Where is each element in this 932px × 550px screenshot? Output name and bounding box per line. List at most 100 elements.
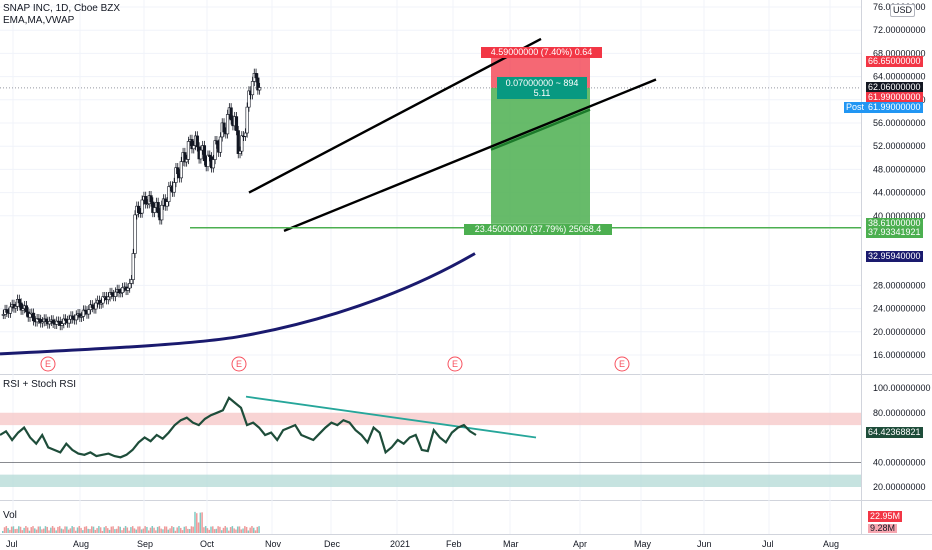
- volume-bar: [194, 511, 196, 533]
- volume-bar: [105, 526, 107, 533]
- candle: [199, 149, 203, 160]
- volume-bar: [242, 528, 244, 533]
- time-tick-label: Feb: [446, 539, 462, 549]
- candle: [136, 205, 141, 213]
- candle: [94, 302, 98, 310]
- volume-bar: [121, 530, 123, 533]
- volume-bar: [124, 526, 127, 533]
- volume-bar: [231, 526, 234, 533]
- currency-button[interactable]: USD: [890, 4, 916, 17]
- candle: [190, 139, 194, 150]
- ma-line: [0, 252, 476, 356]
- volume-bar: [217, 526, 219, 533]
- candle: [8, 306, 13, 314]
- price-marker: 61.99000000: [866, 101, 923, 113]
- candle: [195, 135, 199, 148]
- time-tick-label: May: [634, 539, 652, 549]
- candle: [67, 318, 71, 324]
- time-tick-label: Mar: [503, 539, 519, 549]
- candle: [160, 204, 164, 221]
- volume-bar: [185, 526, 187, 533]
- rsi-bands: [0, 412, 861, 487]
- volume-bar: [115, 528, 118, 533]
- rsi-overbought-band: [0, 412, 861, 426]
- volume-bar: [7, 528, 9, 533]
- candle: [176, 167, 180, 175]
- candle: [110, 292, 114, 295]
- position-reward-label[interactable]: 23.45000000 (37.79%) 25068.4: [464, 224, 612, 235]
- candle: [80, 316, 84, 318]
- volume-bar: [226, 527, 228, 533]
- rsi-path: [0, 396, 477, 459]
- volume-bar: [73, 527, 75, 533]
- price-marker: 37.93341921: [866, 226, 923, 238]
- earnings-marker-label: E: [236, 359, 242, 369]
- candle: [256, 77, 260, 91]
- volume-bar: [149, 527, 152, 533]
- drawn-trendlines[interactable]: [190, 37, 861, 439]
- volume-bar: [10, 526, 13, 533]
- price-tick-label: 64.00000000: [873, 72, 926, 82]
- position-entry-label[interactable]: 0.07000000 ~ 894 5.11: [497, 77, 587, 99]
- volume-bar: [206, 528, 209, 533]
- volume-bar: [201, 512, 203, 533]
- candle: [31, 312, 36, 322]
- price-marker: 38.61000000: [866, 218, 923, 230]
- volume-bar: [128, 530, 130, 533]
- volume-bar: [130, 527, 132, 533]
- rsi-legend[interactable]: RSI + Stoch RSI: [3, 379, 77, 390]
- earnings-marker-label: E: [452, 359, 458, 369]
- volume-bar: [37, 526, 40, 533]
- time-tick-label: Aug: [73, 539, 89, 549]
- volume-marker-red: 22.95M: [868, 511, 903, 522]
- volume-bar: [203, 527, 205, 533]
- volume-bar: [48, 530, 50, 533]
- symbol-legend[interactable]: SNAP INC, 1D, Cboe BZX: [3, 3, 121, 14]
- volume-bar: [244, 526, 246, 533]
- position-risk-label[interactable]: 4.59000000 (7.40%) 0.64: [481, 47, 602, 58]
- volume-bar: [238, 526, 241, 533]
- candle: [117, 289, 121, 294]
- candle: [145, 203, 150, 206]
- volume-bar: [192, 526, 194, 533]
- candle: [247, 90, 251, 108]
- volume-bar: [126, 527, 129, 533]
- rsi-current-marker: 64.42368821: [866, 426, 923, 438]
- volume-bar: [213, 529, 216, 533]
- volume-bar: [112, 526, 114, 533]
- volume-bar: [57, 526, 59, 533]
- price-tick-label: 44.00000000: [873, 188, 926, 198]
- volume-bar: [187, 528, 189, 533]
- moving-average: [0, 252, 476, 356]
- volume-bar: [91, 526, 93, 533]
- time-tick-label: Nov: [265, 539, 282, 549]
- volume-bar: [64, 526, 66, 533]
- volume-bar: [74, 530, 77, 533]
- candle: [186, 141, 191, 160]
- volume-bar: [19, 526, 22, 533]
- candle: [234, 116, 239, 131]
- volume-bar: [14, 529, 16, 533]
- volume-bar: [183, 526, 186, 533]
- candle: [202, 145, 207, 162]
- volume-bar: [71, 526, 73, 533]
- candle: [78, 313, 82, 318]
- indicators-legend[interactable]: EMA,MA,VWAP: [3, 15, 75, 26]
- rsi-tick-label: 100.00000000: [873, 383, 931, 393]
- volume-bar: [99, 527, 102, 533]
- volume-bar: [153, 527, 155, 533]
- volume-bar: [25, 526, 27, 533]
- lower-channel-line: [283, 78, 657, 232]
- candle: [62, 318, 66, 324]
- volume-bar: [144, 526, 146, 533]
- candle: [55, 320, 59, 325]
- vol-legend[interactable]: Vol: [3, 510, 17, 521]
- volume-bar: [140, 529, 143, 533]
- time-tick-label: Apr: [573, 539, 587, 549]
- volume-bar: [119, 526, 121, 533]
- candle: [39, 319, 43, 324]
- volume-bar: [171, 526, 173, 533]
- short-position-tool[interactable]: [491, 57, 590, 224]
